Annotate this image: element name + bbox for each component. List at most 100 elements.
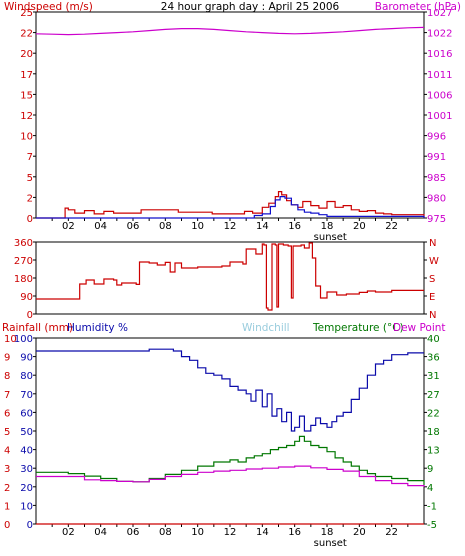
barometer-series-line [35, 26, 425, 36]
rainfall-tick-label: 8 [4, 371, 10, 382]
dewpoint-series-line [36, 465, 425, 487]
temp-panel-x-tick-label: 06 [127, 527, 140, 538]
wind-panel-x-tick-label: 08 [159, 221, 172, 232]
rainfall-tick-label: 9 [4, 353, 10, 364]
direction-tick-label: 90 [20, 292, 33, 303]
humidity-tick-label: 10 [20, 501, 33, 512]
humidity-tick-label: 20 [20, 483, 33, 494]
humidity-series-line [36, 348, 424, 432]
barometer-tick-label: 1022 [427, 29, 452, 40]
wind-panel-x-tick-label: 02 [62, 221, 75, 232]
temperature-tick-label: -1 [427, 501, 437, 512]
barometer-tick-label: 1011 [427, 70, 452, 81]
windspeed-axis-label: Windspeed (m/s) [4, 1, 93, 13]
temperature-tick-label: 31 [427, 371, 440, 382]
barometer-tick-label: 1027 [427, 8, 452, 19]
humidity-tick-label: 50 [20, 427, 33, 438]
temperature-tick-label: 36 [427, 353, 440, 364]
humidity-tick-label: 0 [27, 520, 33, 531]
sunset-label: sunset [314, 232, 347, 243]
compass-tick-label: E [429, 292, 435, 303]
rainfall-tick-label: 6 [4, 408, 10, 419]
direction-series-line [36, 242, 424, 311]
barometer-tick-label: 985 [427, 173, 446, 184]
rainfall-tick-label: 2 [4, 483, 10, 494]
temperature-tick-label: 40 [427, 334, 440, 345]
direction-tick-label: 180 [14, 274, 33, 285]
wind-panel-x-tick-label: 10 [191, 221, 204, 232]
temp-panel-x-tick-label: 08 [159, 527, 172, 538]
temp-panel-x-tick-label: 22 [385, 527, 398, 538]
wind-panel-frame [35, 11, 425, 219]
rainfall-axis-label: Rainfall (mm) [2, 322, 73, 334]
dewpoint-legend-label: Dew Point [393, 322, 446, 334]
rainfall-tick-label: 1 [4, 501, 10, 512]
chart-title: 24 hour graph day : April 25 2006 [161, 1, 340, 13]
humidity-tick-label: 70 [20, 390, 33, 401]
temperature-tick-label: 27 [427, 390, 440, 401]
windspeed-tick-label: 25 [20, 8, 33, 19]
barometer-tick-label: 1006 [427, 90, 452, 101]
compass-tick-label: S [429, 274, 435, 285]
windchill-legend-label: Windchill [242, 322, 290, 334]
wind-panel-x-tick-label: 18 [321, 221, 334, 232]
rainfall-tick-label: 5 [4, 427, 10, 438]
wind-panel-x-tick-label: 14 [256, 221, 269, 232]
barometer-tick-label: 996 [427, 132, 446, 143]
temp-panel-x-tick-label: 14 [256, 527, 269, 538]
compass-tick-label: N [429, 238, 436, 249]
windspeed-tick-label: 15 [20, 90, 33, 101]
humidity-tick-label: 60 [20, 408, 33, 419]
compass-tick-label: W [429, 256, 439, 267]
compass-tick-label: N [429, 310, 436, 321]
temperature-tick-label: 22 [427, 408, 440, 419]
barometer-tick-label: 1001 [427, 111, 452, 122]
temp-panel-x-tick-label: 12 [224, 527, 237, 538]
windspeed-tick-label: 10 [20, 132, 33, 143]
wind-panel-x-tick-label: 04 [94, 221, 107, 232]
humidity-tick-label: 30 [20, 464, 33, 475]
rainfall-tick-label: 3 [4, 464, 10, 475]
barometer-tick-label: 1016 [427, 49, 452, 60]
temperature-tick-label: 9 [427, 464, 433, 475]
temp-panel-x-tick-label: 20 [353, 527, 366, 538]
temperature-axis-label: Temperature (°C) [312, 322, 404, 334]
humidity-axis-label: Humidity % [67, 322, 128, 334]
barometer-tick-label: 975 [427, 214, 446, 225]
wind-panel-x-tick-label: 16 [288, 221, 301, 232]
temp-panel-x-tick-label: 02 [62, 527, 75, 538]
direction-tick-label: 270 [14, 256, 33, 267]
chart-panels: 0257101215172022259759809859919961001100… [4, 8, 452, 549]
wind-panel-x-tick-label: 22 [385, 221, 398, 232]
temp-panel-x-tick-label: 04 [94, 527, 107, 538]
temp-panel-x-tick-label: 18 [321, 527, 334, 538]
temp-panel-x-tick-label: 16 [288, 527, 301, 538]
windspeed-tick-label: 12 [20, 111, 33, 122]
temp-panel-frame [35, 337, 425, 525]
rainfall-tick-label: 0 [4, 520, 10, 531]
barometer-tick-label: 991 [427, 152, 446, 163]
temp-panel-x-tick-label: 10 [191, 527, 204, 538]
rainfall-tick-label: 10 [4, 334, 17, 345]
temperature-series-line [36, 435, 425, 485]
humidity-tick-label: 100 [14, 334, 33, 345]
windspeed-tick-label: 2 [27, 193, 33, 204]
wind-series-line [36, 191, 425, 219]
wind-panel-x-tick-label: 06 [127, 221, 140, 232]
direction-tick-label: 0 [27, 310, 33, 321]
direction-tick-label: 360 [14, 238, 33, 249]
wind-panel-x-tick-label: 12 [224, 221, 237, 232]
temperature-tick-label: 13 [427, 446, 440, 457]
sunset-label-bottom: sunset [314, 538, 347, 549]
temperature-tick-label: 18 [427, 427, 440, 438]
barometer-tick-label: 980 [427, 193, 446, 204]
barometer-axis-label: Barometer (hPa) [375, 1, 461, 13]
humidity-tick-label: 40 [20, 446, 33, 457]
windspeed-tick-label: 5 [27, 173, 33, 184]
humidity-tick-label: 80 [20, 371, 33, 382]
wind-panel-x-tick-label: 20 [353, 221, 366, 232]
gust-series-line [36, 196, 425, 219]
temperature-tick-label: -5 [427, 520, 437, 531]
direction-panel-frame [35, 241, 425, 315]
